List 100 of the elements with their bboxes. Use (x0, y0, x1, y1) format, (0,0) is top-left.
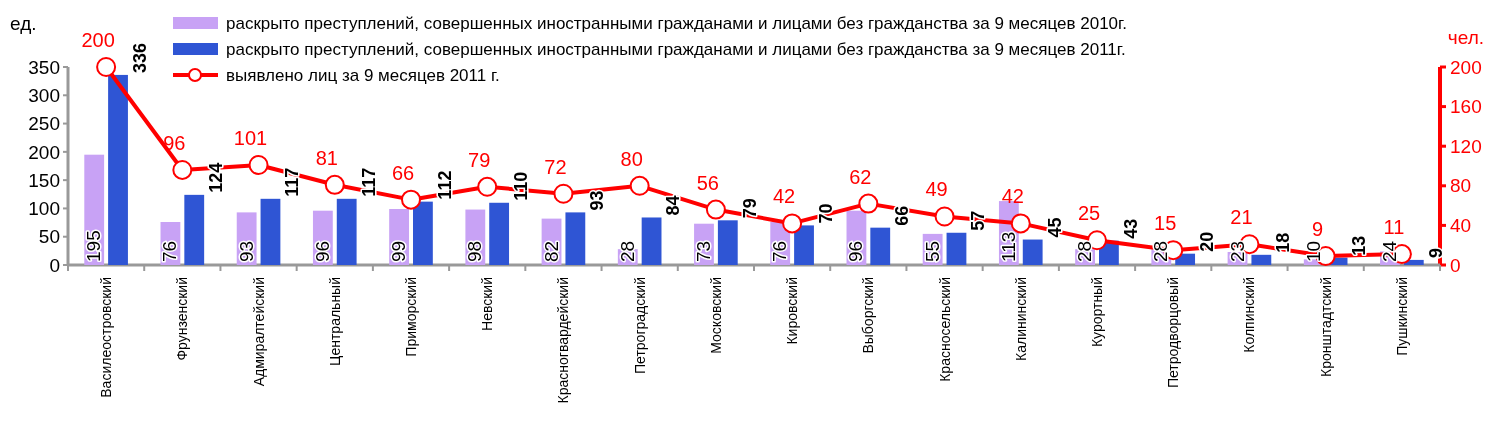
y-tick-label: 50 (38, 226, 60, 248)
data-label: 25 (1077, 202, 1101, 225)
data-label: 195 (83, 230, 105, 262)
data-label: 28 (1150, 240, 1172, 262)
data-label: 49 (925, 178, 948, 201)
point (1010, 213, 1031, 234)
data-label: 113 (997, 231, 1019, 262)
data-label: 66 (391, 161, 415, 184)
data-label: 42 (772, 185, 796, 208)
data-label: 96 (311, 240, 333, 262)
bar (641, 217, 662, 265)
data-label: 43 (1120, 218, 1141, 239)
bar (565, 212, 586, 265)
data-label: 84 (663, 195, 684, 216)
y-tick-label: 200 (28, 141, 60, 163)
data-label: 76 (769, 240, 791, 262)
data-label: 28 (1074, 240, 1096, 262)
x-tick-label: Кировский (784, 277, 801, 345)
point (172, 159, 193, 180)
data-label: 21 (1230, 206, 1253, 229)
x-tick-label: Красногвардейский (555, 277, 572, 404)
data-label: 15 (1154, 212, 1177, 235)
point (629, 175, 650, 196)
x-tick-label: Приморский (403, 277, 419, 357)
x-tick-label: Курортный (1089, 277, 1105, 348)
y-axis-title: ед. (10, 13, 37, 34)
data-label: 336 (129, 42, 150, 73)
point (934, 206, 955, 227)
x-tick-label: Красносельский (936, 277, 953, 382)
y2-tick-label: 0 (1450, 254, 1461, 276)
data-label: 112 (434, 170, 455, 200)
point (553, 183, 574, 204)
bar (489, 202, 510, 265)
data-label: 117 (358, 167, 379, 197)
data-label: 9 (1425, 247, 1446, 258)
data-label: 13 (1349, 235, 1370, 256)
data-label: 110 (511, 171, 532, 201)
data-label: 117 (282, 167, 303, 197)
legend-label: раскрыто преступлений, совершенных иностранными гражданами и лицами без гражданства за 9 месяцев 2011г. (226, 39, 1126, 59)
data-label: 80 (620, 147, 643, 170)
x-tick-label: Василеостровский (98, 277, 115, 398)
y2-tick-label: 200 (1450, 56, 1482, 78)
data-label: 18 (1273, 232, 1294, 253)
data-label: 62 (849, 165, 872, 188)
data-label: 45 (1044, 217, 1065, 238)
data-label: 24 (1378, 240, 1400, 262)
data-label: 79 (739, 198, 760, 219)
data-label: 93 (235, 240, 257, 262)
point (858, 193, 879, 214)
data-label: 56 (696, 171, 720, 194)
y-tick-label: 350 (28, 56, 60, 78)
x-tick-label: Адмиралтейский (250, 277, 267, 387)
x-tick-label: Центральный (326, 277, 343, 366)
data-label: 82 (540, 240, 562, 262)
bar (413, 201, 433, 265)
y-tick-label: 250 (28, 113, 60, 135)
x-tick-label: Пушкинский (1393, 277, 1410, 356)
data-label: 57 (968, 210, 989, 231)
data-label: 70 (815, 203, 836, 224)
data-label: 42 (1001, 185, 1024, 208)
point (782, 213, 803, 234)
data-label: 98 (464, 240, 486, 262)
data-label: 66 (892, 205, 913, 226)
data-label: 76 (159, 240, 181, 262)
point (248, 155, 269, 176)
data-label: 81 (315, 146, 338, 169)
data-label: 55 (921, 240, 943, 262)
data-label: 20 (1197, 231, 1218, 252)
point (324, 174, 345, 195)
x-tick-label: Фрунзенский (174, 277, 191, 361)
point (401, 189, 421, 210)
data-label: 124 (206, 162, 227, 193)
bar (946, 232, 967, 265)
y2-tick-label: 120 (1450, 135, 1482, 157)
y-tick-label: 300 (28, 84, 60, 106)
y2-tick-label: 80 (1450, 175, 1472, 197)
data-label: 200 (81, 29, 115, 51)
data-label: 10 (1302, 240, 1324, 262)
x-tick-label: Петроградский (631, 277, 648, 374)
data-label: 23 (1226, 240, 1248, 262)
x-tick-label: Невский (479, 277, 496, 331)
point (96, 57, 117, 77)
bar (1251, 254, 1272, 265)
point (477, 176, 498, 197)
legend-label: раскрыто преступлений, совершенных иностранными гражданами и лицами без гражданства за 9 месяцев 2010г. (226, 13, 1127, 33)
data-label: 72 (544, 155, 567, 178)
bar (870, 227, 891, 265)
x-tick-label: Московский (707, 277, 724, 354)
data-label: 11 (1383, 216, 1405, 239)
bar (1022, 239, 1043, 265)
x-tick-label: Колпинский (1241, 277, 1258, 353)
point (705, 199, 726, 220)
data-label: 73 (692, 240, 714, 262)
y2-axis-title: чел. (1447, 27, 1484, 48)
bar (108, 74, 128, 265)
bar (336, 198, 357, 265)
data-label: 79 (468, 148, 491, 171)
y2-tick-label: 160 (1450, 96, 1482, 118)
legend-label: выявлено лиц за 9 месяцев 2011 г. (226, 65, 500, 85)
x-tick-label: Кронштадтский (1317, 277, 1334, 377)
